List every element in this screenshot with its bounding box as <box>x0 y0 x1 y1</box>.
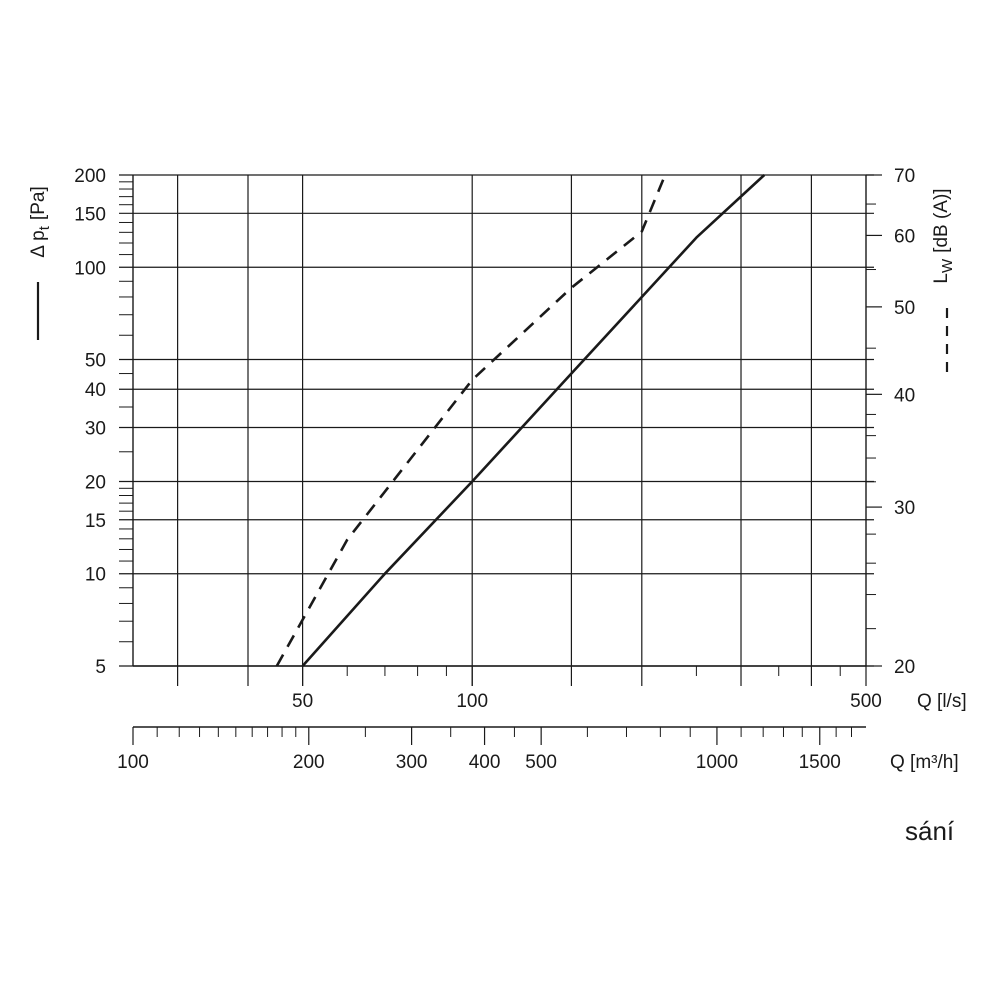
chart-caption: sání <box>905 816 955 846</box>
right-axis-title: LW [dB (A)] <box>931 188 956 283</box>
m3h-tick-label: 1500 <box>799 752 841 773</box>
y-right-tick-label: 30 <box>894 498 915 519</box>
y-left-tick-label: 30 <box>85 419 106 440</box>
y-right-tick-label: 60 <box>894 226 915 247</box>
m3h-tick-label: 100 <box>117 752 149 773</box>
grid <box>119 174 874 686</box>
m3h-tick-label: 200 <box>293 752 325 773</box>
series-line-dashed <box>275 174 667 667</box>
m3h-tick-label: 500 <box>525 752 557 773</box>
minor-ticks <box>119 174 882 686</box>
left-axis-title: Δ pt [Pa] <box>28 186 53 257</box>
plot-frame <box>132 175 867 667</box>
y-right-tick-label: 20 <box>894 657 915 678</box>
right-axis-unit: [dB (A)] <box>931 188 952 252</box>
m3h-tick-label: 1000 <box>696 752 738 773</box>
y-left-tick-label: 10 <box>85 565 106 586</box>
y-right-tick-label: 40 <box>894 385 915 406</box>
tick-labels: 5 10 15 20 30 40 50 100 150 200 20 30 40 50 60 70 50 100 5… <box>74 166 915 712</box>
left-axis-label-sub: t <box>36 225 53 230</box>
y-left-tick-label: 150 <box>74 204 106 225</box>
m3h-tick-label: 300 <box>396 752 428 773</box>
right-axis-label: L <box>931 273 952 284</box>
svg-text:Δ pt[Pa]: Δ pt [Pa] <box>28 186 53 257</box>
y-left-tick-label: 20 <box>85 472 106 493</box>
y-left-tick-label: 100 <box>74 258 106 279</box>
y-left-tick-label: 5 <box>95 657 106 678</box>
x-top-axis-label: Q [l/s] <box>917 691 967 712</box>
svg-text:LW[dB (A)]: LW [dB (A)] <box>931 188 956 283</box>
y-right-tick-label: 70 <box>894 166 915 187</box>
x-top-tick-label: 500 <box>850 691 882 712</box>
y-left-tick-label: 40 <box>85 380 106 401</box>
x-bottom-axis-label: Q [m³/h] <box>890 752 959 773</box>
y-left-tick-label: 15 <box>85 511 106 532</box>
y-left-tick-label: 200 <box>74 166 106 187</box>
x-top-tick-label: 100 <box>456 691 488 712</box>
y-right-tick-label: 50 <box>894 298 915 319</box>
m3h-tick-label: 400 <box>469 752 501 773</box>
series <box>275 174 766 667</box>
m3h-axis: 100 200 300 400 500 1000 1500 <box>117 727 853 773</box>
series-line-solid <box>301 174 766 667</box>
left-axis-unit: [Pa] <box>28 186 49 220</box>
left-axis-label: Δ p <box>28 230 49 258</box>
y-left-tick-label: 50 <box>85 351 106 372</box>
right-axis-label-sub: W <box>939 258 956 273</box>
x-top-tick-label: 50 <box>292 691 313 712</box>
